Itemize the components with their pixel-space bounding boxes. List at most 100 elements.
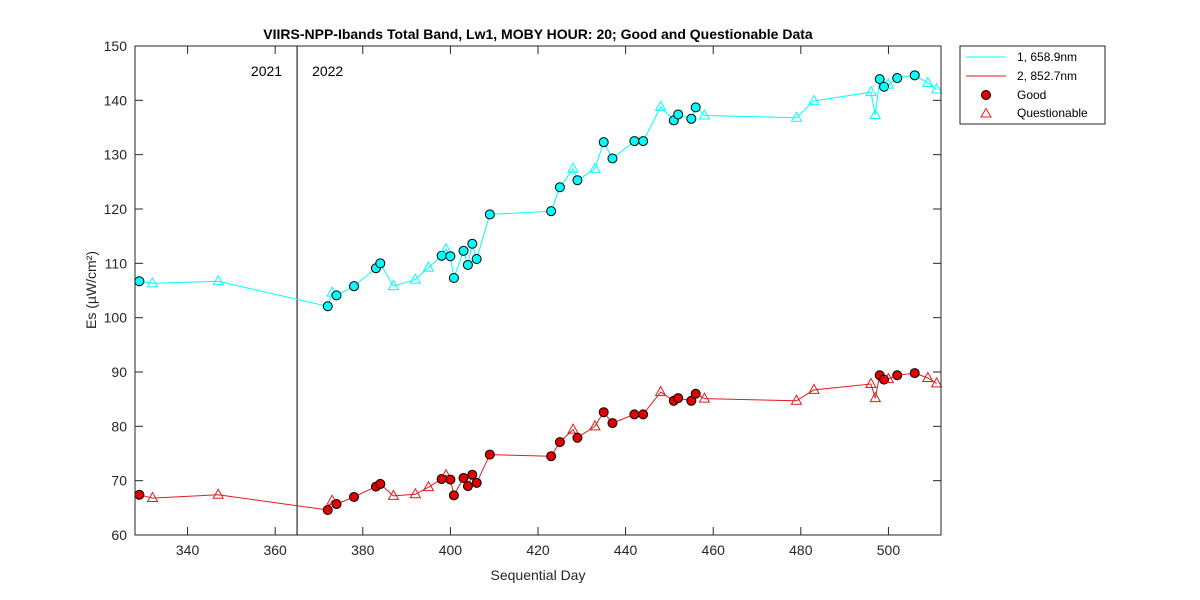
data-point-questionable [922,371,934,382]
data-point-good [638,409,649,420]
year-divider: 2021 2022 [251,46,343,535]
data-point-questionable [422,480,435,492]
x-tick-label: 440 [614,542,638,558]
data-point-good [375,478,386,489]
data-point-good [134,276,145,287]
legend-label-good: Good [1017,88,1046,102]
data-point-good [322,505,333,516]
x-axis-label: Sequential Day [491,567,586,583]
data-point-good [445,474,456,485]
data-point-good [892,370,903,381]
x-tick-label: 360 [263,542,287,558]
y-tick-label: 130 [104,147,128,163]
data-point-good [690,388,701,399]
data-point-good [892,73,903,84]
data-point-good [484,449,495,460]
x-tick-label: 480 [789,542,813,558]
data-point-good [686,395,697,406]
data-point-good [349,281,360,292]
y-axis-label: Es (µW/cm²) [83,251,99,329]
data-point-good [546,206,557,217]
data-point-questionable [869,391,882,403]
data-point-good [467,238,478,249]
year-label-left: 2021 [251,63,282,79]
data-point-good [331,290,342,301]
x-tick-label: 460 [702,542,726,558]
data-point-good [629,409,640,420]
data-point-good [448,490,459,501]
x-tick-label: 420 [526,542,550,558]
data-point-good [638,136,649,147]
data-point-good [673,393,684,404]
legend-label-questionable: Questionable [1017,106,1088,120]
data-point-good [598,407,609,418]
data-point-questionable [882,78,895,89]
data-point-good [686,113,697,124]
data-point-questionable [212,488,225,499]
data-point-good [598,137,609,148]
data-point-good [445,251,456,262]
data-point-questionable [698,109,711,120]
y-tick-label: 150 [104,38,128,54]
data-point-good [690,102,701,113]
data-point-good [134,489,145,500]
data-point-good [471,253,482,264]
legend-marker-good [981,90,991,100]
data-point-good [572,432,583,443]
data-point-good [331,499,342,510]
data-point-questionable [808,383,820,394]
data-point-good [467,469,478,480]
data-point-questionable [440,242,452,254]
y-tick-label: 70 [111,473,127,489]
data-point-good [554,437,565,448]
x-tick-label: 340 [176,542,200,558]
data-point-questionable [146,276,159,288]
data-point-questionable [589,419,601,431]
data-point-good [322,301,333,312]
data-point-good [375,258,386,269]
y-tick-label: 100 [104,310,128,326]
data-point-questionable [409,487,422,499]
data-point-good [471,477,482,488]
data-point-good [554,182,565,193]
y-tick-label: 140 [104,92,128,108]
data-point-good [462,481,473,492]
plot-background [135,46,941,535]
x-axis-ticks: 340 360 380 400 420 440 460 480 500 [176,46,900,558]
data-point-good [607,418,618,429]
data-point-questionable [422,261,435,272]
data-point-questionable [930,82,943,94]
legend: 1, 658.9nm 2, 852.7nm Good Questionable [959,45,1106,125]
data-point-good [458,245,469,256]
data-point-good [484,209,495,220]
series-markers [134,70,943,516]
x-tick-label: 500 [877,542,901,558]
data-point-good [458,472,469,483]
data-point-good [349,491,360,502]
data-point-questionable [212,274,225,286]
data-point-questionable [146,491,159,503]
data-point-good [572,175,583,186]
data-point-questionable [387,489,400,500]
data-point-questionable [882,372,895,384]
data-point-questionable [808,94,820,105]
y-axis-ticks: 60 70 80 90 100 110 120 130 140 150 [104,38,941,543]
data-point-questionable [790,394,803,405]
y-tick-label: 80 [111,418,127,434]
data-point-good [673,109,684,120]
y-tick-label: 90 [111,364,127,380]
x-tick-label: 380 [351,542,375,558]
data-point-good [909,368,920,379]
data-point-good [448,273,459,284]
y-tick-label: 120 [104,201,128,217]
legend-label-series2: 2, 852.7nm [1017,69,1077,83]
x-tick-label: 400 [439,542,463,558]
data-point-questionable [654,385,667,397]
data-point-questionable [698,392,711,403]
data-point-questionable [387,279,400,291]
legend-marker-questionable [980,107,992,118]
data-point-questionable [589,162,601,173]
y-tick-label: 110 [105,255,128,271]
data-point-questionable [409,273,422,284]
